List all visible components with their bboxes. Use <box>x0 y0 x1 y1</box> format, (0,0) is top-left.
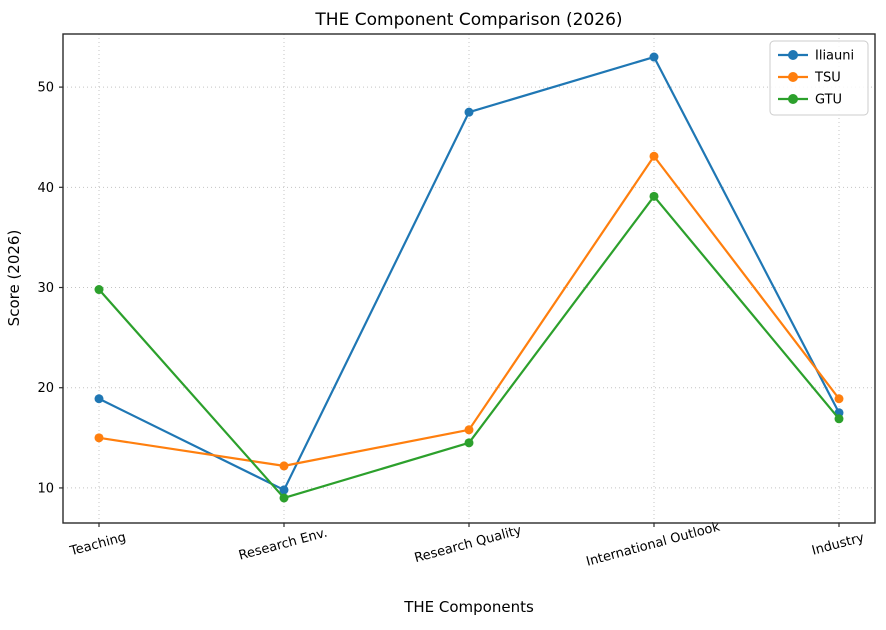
legend-marker <box>788 50 798 60</box>
y-axis-label: Score (2026) <box>5 230 23 327</box>
y-tick-label: 30 <box>37 281 54 296</box>
data-point-marker <box>464 425 474 435</box>
legend-marker <box>788 94 798 104</box>
legend-label-gtu: GTU <box>815 93 842 108</box>
y-tick-label: 50 <box>37 81 54 96</box>
series-layer <box>94 52 844 503</box>
data-point-marker <box>94 433 104 443</box>
data-point-marker <box>94 285 104 295</box>
data-point-marker <box>649 52 659 62</box>
x-axis-label: THE Components <box>403 598 534 616</box>
data-point-marker <box>834 394 844 404</box>
chart-title: THE Component Comparison (2026) <box>314 10 622 30</box>
data-point-marker <box>279 485 289 495</box>
data-point-marker <box>649 151 659 161</box>
plot-border <box>62 33 876 524</box>
data-point-marker <box>279 461 289 471</box>
legend-marker <box>788 72 798 82</box>
y-tick-label: 20 <box>37 381 54 396</box>
data-point-marker <box>464 107 474 117</box>
data-point-marker <box>834 414 844 424</box>
data-point-marker <box>94 394 104 404</box>
data-point-marker <box>649 191 659 201</box>
legend-label-iliauni: Iliauni <box>815 49 854 64</box>
y-tick-label: 40 <box>37 181 54 196</box>
data-point-marker <box>464 438 474 448</box>
legend: Iliauni TSU GTU <box>769 40 869 116</box>
grid-layer <box>63 34 875 523</box>
y-tick-label: 10 <box>37 481 54 496</box>
legend-label-tsu: TSU <box>814 71 841 86</box>
data-point-marker <box>279 493 289 503</box>
